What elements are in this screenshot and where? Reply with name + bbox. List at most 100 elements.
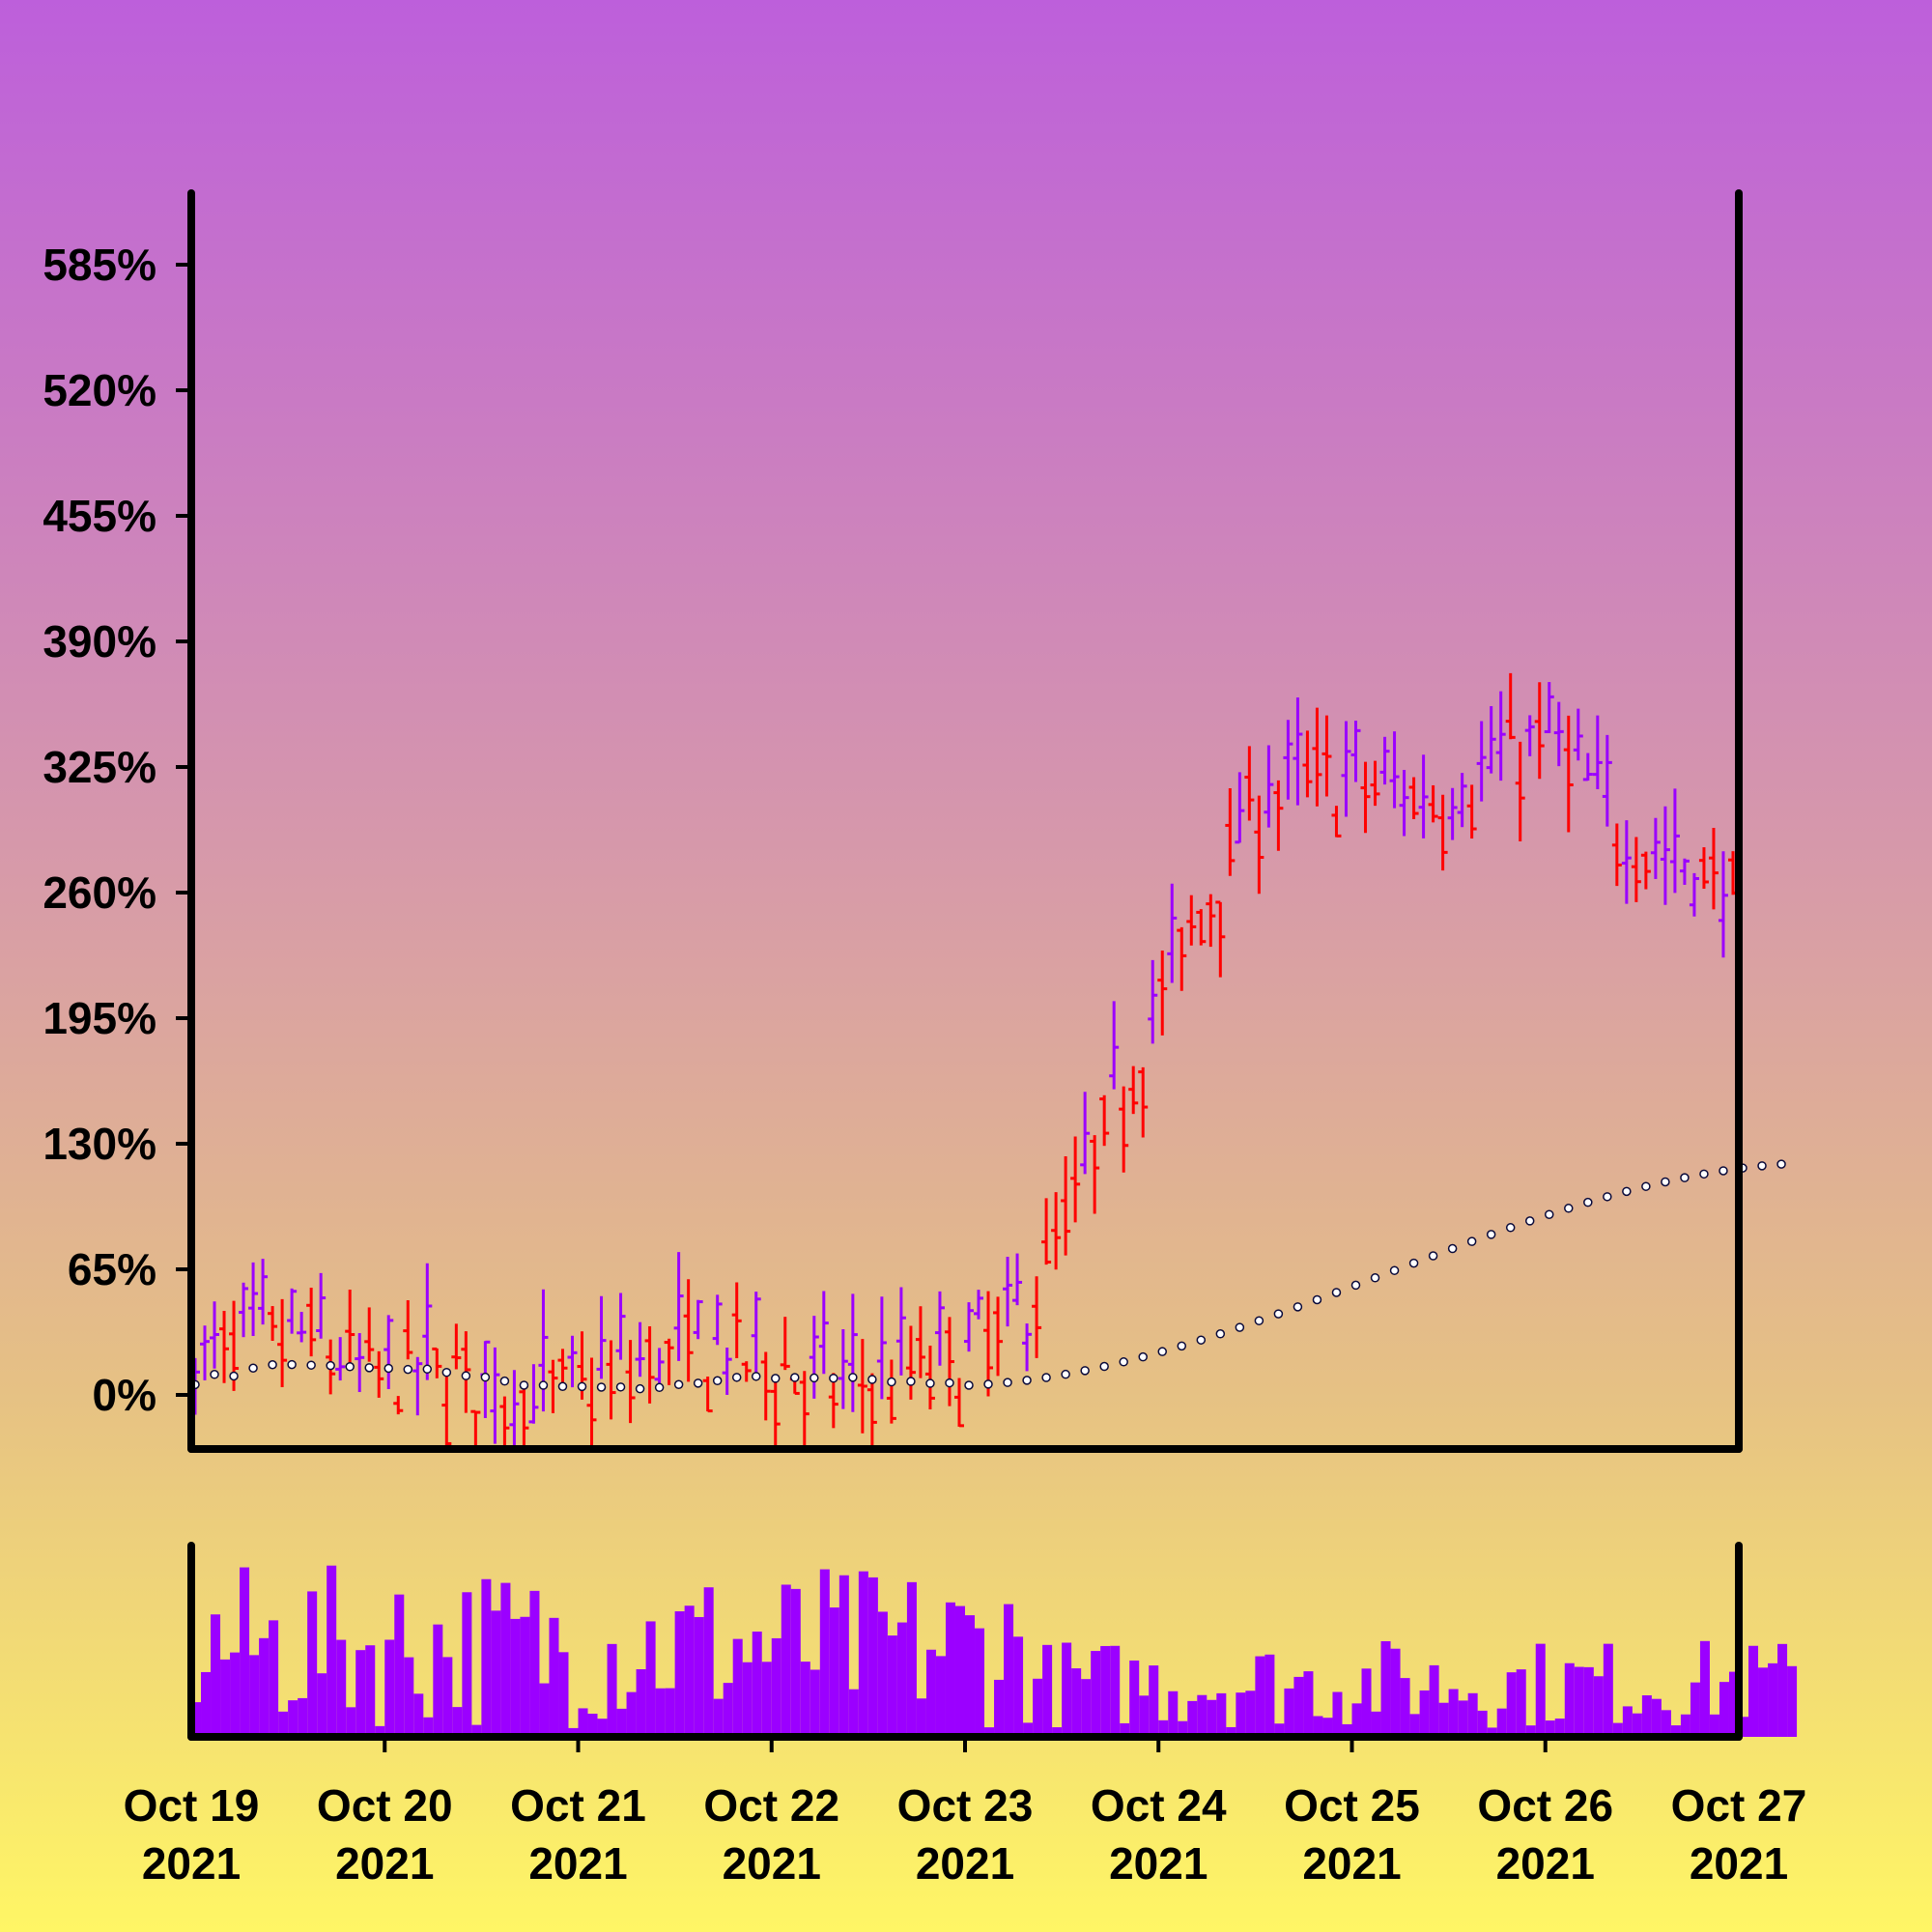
volume-bar: [1545, 1720, 1555, 1737]
volume-bar: [1477, 1710, 1488, 1737]
ohlc-candle: [644, 1325, 655, 1404]
ma-point: [925, 1378, 935, 1388]
ohlc-candle: [702, 1377, 713, 1413]
ohlc-candle: [683, 1279, 694, 1382]
volume-bar: [452, 1707, 463, 1737]
volume-bar: [1264, 1654, 1275, 1737]
ohlc-candle: [1689, 872, 1699, 917]
volume-bar: [1071, 1668, 1082, 1737]
ohlc-candle: [895, 1287, 906, 1376]
volume-bar: [1690, 1682, 1700, 1737]
ma-point: [635, 1383, 645, 1394]
volume-bar: [346, 1707, 356, 1737]
ohlc-candle: [345, 1289, 355, 1366]
ohlc-candle: [1476, 721, 1487, 802]
ma-point: [499, 1376, 510, 1386]
ohlc-candle: [1515, 741, 1525, 842]
ohlc-candle: [1669, 788, 1680, 894]
x-tick-label-year: 2021: [335, 1838, 434, 1889]
ohlc-candle: [1109, 1001, 1120, 1090]
x-tick-label: Oct 26: [1477, 1780, 1613, 1831]
ohlc-candle: [1051, 1192, 1062, 1270]
ohlc-candle: [1428, 784, 1438, 823]
ohlc-candle: [1447, 787, 1458, 840]
ohlc-candle: [1524, 715, 1535, 756]
volume-bar: [800, 1662, 810, 1737]
ohlc-candle: [1148, 959, 1158, 1044]
volume-bar: [1525, 1725, 1536, 1737]
ohlc-candle: [403, 1300, 413, 1360]
volume-bar: [1593, 1676, 1604, 1737]
ma-point: [1719, 1166, 1728, 1176]
x-tick-label: Oct 21: [510, 1780, 646, 1831]
ohlc-candle: [384, 1315, 394, 1390]
ohlc-candle: [1767, 906, 1776, 983]
ohlc-candle: [490, 1347, 500, 1444]
ohlc-candle: [1177, 926, 1187, 991]
ohlc-candle: [964, 1302, 974, 1352]
volume-bar: [713, 1698, 724, 1737]
ohlc-candle: [374, 1350, 384, 1398]
ohlc-candle: [1041, 1198, 1052, 1265]
volume-bar: [858, 1571, 868, 1737]
volume-bar: [1680, 1714, 1690, 1737]
y-tick-label: 0%: [93, 1370, 156, 1420]
ohlc-candle: [335, 1337, 346, 1381]
ohlc-candle: [393, 1396, 404, 1415]
ohlc-candle: [1312, 707, 1322, 807]
volume-bar: [269, 1620, 279, 1737]
ohlc-candle: [838, 1328, 848, 1409]
ma-point: [810, 1373, 819, 1383]
volume-bar: [810, 1669, 820, 1737]
volume-bar: [1042, 1644, 1053, 1737]
ohlc-candle: [1128, 1065, 1139, 1115]
volume-bar: [365, 1645, 376, 1737]
volume-bar: [684, 1605, 695, 1737]
volume-bar: [1313, 1716, 1323, 1737]
y-tick-label: 585%: [43, 240, 156, 290]
volume-bar: [1380, 1640, 1391, 1737]
ma-point: [557, 1381, 568, 1392]
x-tick-label: Oct 19: [124, 1780, 260, 1831]
ohlc-candle: [1379, 736, 1390, 785]
volume-bar: [1332, 1691, 1343, 1737]
ma-point: [1196, 1335, 1207, 1345]
volume-bar: [549, 1617, 559, 1737]
ohlc-candle: [1012, 1253, 1023, 1306]
ohlc-candle: [953, 1378, 964, 1428]
ma-point: [693, 1378, 703, 1388]
ohlc-candle: [625, 1340, 636, 1424]
volume-bar: [935, 1656, 946, 1737]
volume-bar: [945, 1602, 955, 1737]
ma-point: [654, 1382, 665, 1393]
volume-bar: [954, 1605, 965, 1737]
volume-bar: [404, 1657, 414, 1737]
volume-bar: [916, 1698, 926, 1737]
y-tick-label: 390%: [43, 616, 156, 667]
ohlc-candle: [287, 1288, 298, 1334]
ma-point: [673, 1379, 684, 1389]
x-tick-label: Oct 20: [317, 1780, 453, 1831]
x-tick-label-year: 2021: [1496, 1838, 1595, 1889]
ohlc-candle: [974, 1290, 984, 1320]
ma-point: [345, 1362, 355, 1372]
ohlc-candle: [1244, 746, 1255, 821]
ohlc-candle: [770, 1378, 781, 1449]
volume-bar: [665, 1688, 675, 1737]
ma-point: [1235, 1322, 1245, 1332]
ma-point: [268, 1360, 277, 1370]
ohlc-candle: [1321, 715, 1332, 797]
ohlc-candle: [1408, 777, 1419, 819]
ohlc-candle: [277, 1298, 288, 1388]
ohlc-candle: [1293, 697, 1303, 806]
ohlc-candle: [1631, 837, 1641, 902]
ohlc-candle: [1399, 769, 1409, 837]
volume-bar: [1274, 1723, 1285, 1737]
volume-series: [191, 1565, 1798, 1737]
ohlc-candle: [432, 1347, 442, 1378]
ma-point: [287, 1359, 297, 1370]
ohlc-candle: [799, 1371, 810, 1449]
volume-bar: [529, 1590, 540, 1737]
